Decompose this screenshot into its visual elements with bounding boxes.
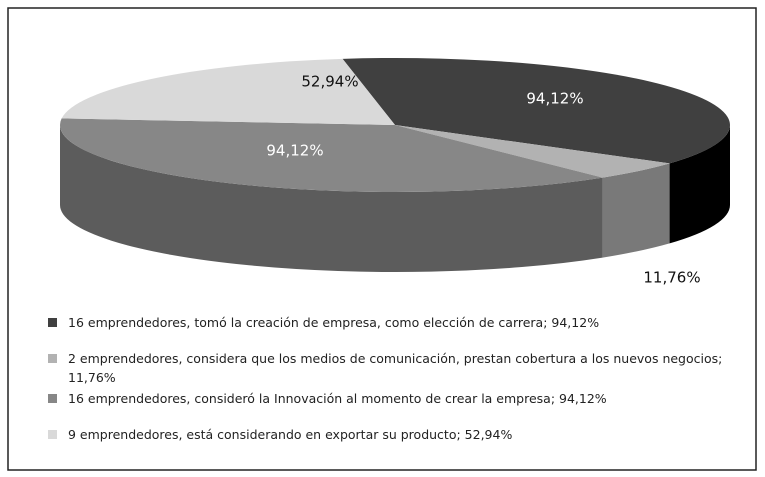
legend-label: 9 emprendedores, está considerando en ex… <box>68 427 513 442</box>
pie-wall <box>602 163 670 258</box>
legend-swatch <box>48 318 57 327</box>
pie-slice <box>61 58 395 125</box>
data-label: 94,12% <box>526 90 583 108</box>
legend-item: 16 emprendedores, consideró la Innovació… <box>48 389 758 408</box>
frame <box>7 7 757 471</box>
pie-wall <box>60 125 603 272</box>
legend-label: 16 emprendedores, tomó la creación de em… <box>68 315 600 330</box>
legend-swatch <box>48 394 57 403</box>
pie-slice <box>342 58 730 164</box>
legend-label: 2 emprendedores, considera que los medio… <box>68 351 723 385</box>
data-label: 94,12% <box>266 142 323 160</box>
pie-wall <box>669 125 730 244</box>
pie-slice <box>395 125 670 178</box>
legend-item: 16 emprendedores, tomó la creación de em… <box>48 313 758 332</box>
legend-item: 9 emprendedores, está considerando en ex… <box>48 425 758 444</box>
legend-label: 16 emprendedores, consideró la Innovació… <box>68 391 607 406</box>
legend-swatch <box>48 354 57 363</box>
pie-slice <box>59 118 603 192</box>
legend-item: 2 emprendedores, considera que los medio… <box>48 349 758 387</box>
data-label: 11,76% <box>643 269 700 287</box>
data-label: 52,94% <box>301 73 358 91</box>
legend-swatch <box>48 430 57 439</box>
